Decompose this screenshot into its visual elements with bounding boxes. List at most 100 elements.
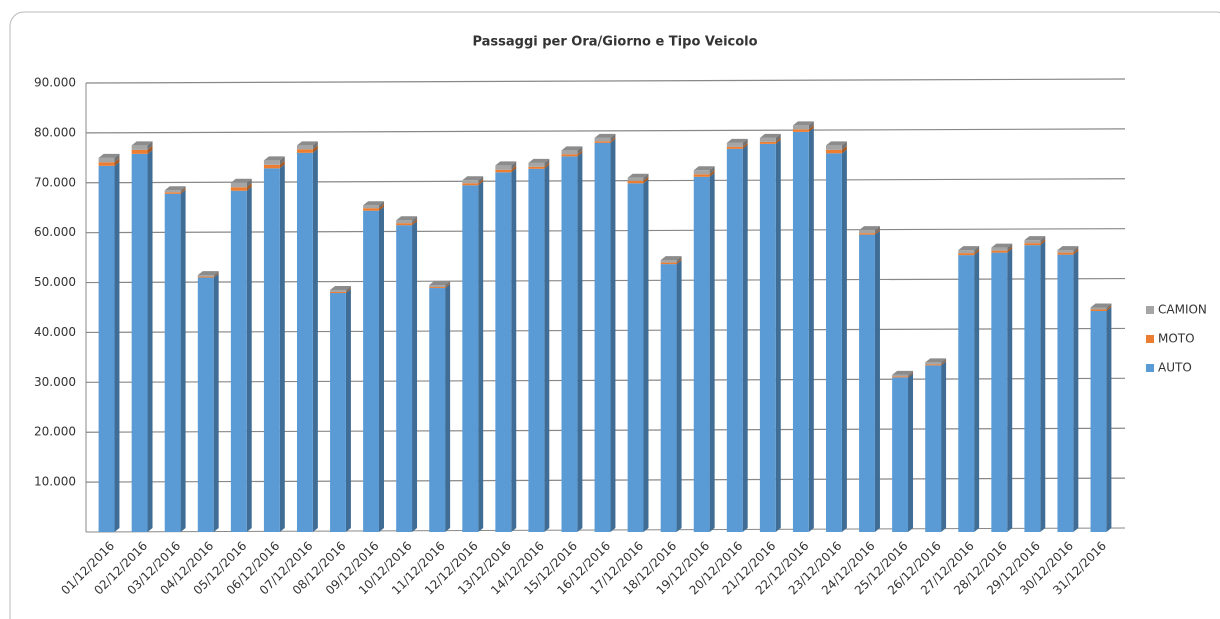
bar-segment [131,149,148,154]
y-tick-label: 10.000 [34,475,76,489]
bar-segment [1024,240,1041,244]
bar-side [1007,248,1013,532]
bar-side [213,272,219,278]
bar-top [826,141,847,146]
bar-segment [263,168,280,532]
bar-segment [197,276,214,278]
bar-side [709,166,715,175]
bar-side [511,168,517,532]
bar-side [147,149,153,532]
bar-top [759,133,781,138]
bar-side [941,361,947,532]
grid-line [85,128,1126,134]
bar-segment [230,187,247,191]
bar-segment [991,252,1008,532]
bar-segment [925,362,942,365]
bar-side [1106,306,1112,532]
bar-side [1073,246,1079,253]
bar-side [874,230,880,532]
bar-segment [792,129,809,132]
bar-side [808,127,814,532]
bar-side [1040,236,1046,244]
bar-segment [1090,307,1107,310]
bar-segment [230,182,247,188]
bar-segment [164,190,181,193]
bar-segment [429,285,446,288]
bar-side [742,138,748,147]
bar-top [230,178,252,183]
bar-side [841,149,847,533]
bar-side [1040,239,1046,246]
grid-line [85,78,1126,84]
bar-side [974,246,980,254]
bar-segment [330,292,346,294]
bar-segment [826,153,842,533]
bar-side [709,172,715,532]
bar-side [180,188,186,194]
bar-side [874,229,880,235]
legend-label: CAMION [1158,303,1207,317]
y-tick-label: 80.000 [34,125,76,139]
bar-segment [164,193,181,532]
bar-segment [693,170,710,175]
bar-segment [230,190,247,532]
bar-segment [958,253,975,256]
bar-segment [330,290,346,293]
bar-segment [1057,254,1074,532]
bar-segment [859,230,875,234]
bar-top [1024,236,1046,241]
bar-segment [991,250,1008,253]
legend-swatch [1146,306,1154,314]
bar-side [412,219,418,226]
bar-segment [495,169,512,173]
bar-segment [98,165,115,532]
bar-side [676,256,682,263]
bar-side [941,358,947,365]
bar-segment [594,137,611,142]
bar-side [511,161,517,170]
bar-side [544,164,550,532]
bar-side [312,145,318,153]
y-tick-label: 30.000 [34,375,76,389]
bar-segment [98,162,115,166]
bar-side [841,141,847,150]
bar-side [676,260,682,532]
y-tick-label: 90.000 [34,76,76,90]
bar-segment [627,177,644,181]
bar-top [495,161,517,166]
chart-title: Passaggi per Ora/Giorno e Tipo Veicolo [472,35,757,50]
bar-segment [693,176,710,532]
bar-side [1106,305,1112,311]
bar-top [1090,303,1112,308]
bar-segment [528,168,545,532]
bar-segment [660,264,677,532]
bar-side [841,145,847,154]
bar-segment [363,210,379,532]
bar-segment [826,145,842,150]
legend-label: MOTO [1158,332,1195,346]
bar-top [726,138,748,143]
bar-segment [726,142,743,147]
bar-segment [98,157,115,163]
bar-segment [396,220,413,224]
bar-segment [330,293,346,532]
bar-side [742,144,748,532]
bar-segment [1057,250,1074,253]
bar-top [263,156,285,161]
bar-top [1057,246,1079,251]
legend-swatch [1146,364,1154,372]
bar-segment [131,153,148,532]
bar-side [610,133,616,142]
bar-segment [1057,252,1074,255]
y-tick-label: 50.000 [34,275,76,289]
bar-side [808,121,814,130]
bar-segment [363,208,379,211]
y-tick-label: 20.000 [34,425,76,439]
bar-segment [197,275,214,277]
bar-side [742,142,748,149]
bar-side [213,273,219,532]
bar-top [131,141,153,146]
bar-side [1073,250,1079,532]
bar-segment [495,165,512,170]
bar-side [279,160,285,169]
